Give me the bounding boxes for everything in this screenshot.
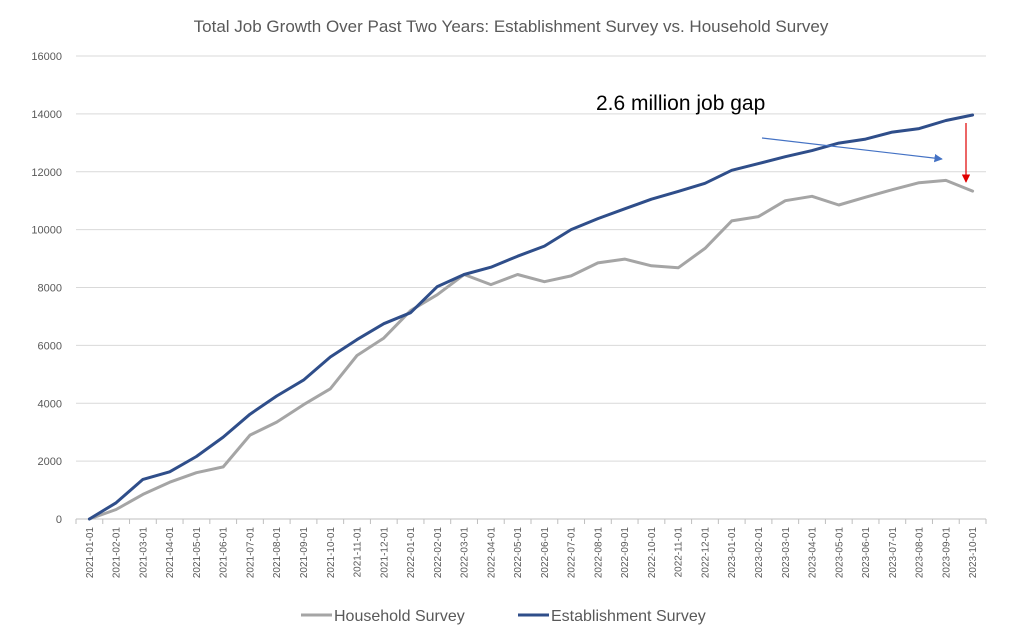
- x-tick-label: 2021-01-01: [85, 527, 96, 579]
- y-tick-label: 8000: [38, 283, 62, 295]
- x-tick-label: 2021-12-01: [379, 527, 390, 579]
- x-tick-label: 2022-09-01: [620, 527, 631, 579]
- x-tick-label: 2023-07-01: [888, 527, 899, 579]
- y-tick-label: 2000: [38, 456, 62, 468]
- x-tick-label: 2021-09-01: [299, 527, 310, 579]
- legend: Household Survey Establishment Survey: [301, 608, 706, 625]
- x-tick-label: 2023-05-01: [834, 527, 845, 579]
- x-tick-label: 2021-04-01: [165, 527, 176, 579]
- series-lines: [87, 113, 975, 521]
- y-tick-label: 12000: [31, 167, 62, 179]
- gridlines: [76, 55, 986, 520]
- household-survey-legend-label: Household Survey: [334, 608, 465, 625]
- job-gap-annotation: 2.6 million job gap: [596, 92, 765, 115]
- x-tick-label: 2023-08-01: [915, 527, 926, 579]
- y-tick-label: 0: [56, 514, 62, 526]
- x-tick-label: 2023-09-01: [941, 527, 952, 579]
- annotations: 2.6 million job gap: [596, 92, 971, 183]
- annotation-arrow-blue: [761, 137, 943, 163]
- establishment-survey-legend-label: Establishment Survey: [551, 608, 706, 625]
- x-tick-label: 2022-06-01: [540, 527, 551, 579]
- establishment-survey-line: [87, 113, 975, 521]
- x-tick-label: 2022-04-01: [486, 527, 497, 579]
- y-tick-label: 16000: [31, 51, 62, 63]
- x-tick-label: 2021-05-01: [192, 527, 203, 579]
- x-tick-label: 2022-05-01: [513, 527, 524, 579]
- chart-title: Total Job Growth Over Past Two Years: Es…: [194, 17, 829, 36]
- x-tick-label: 2021-03-01: [138, 527, 149, 579]
- household-survey-line: [87, 178, 975, 521]
- x-tick-label: 2023-06-01: [861, 527, 872, 579]
- y-tick-label: 14000: [31, 109, 62, 121]
- y-tick-label: 6000: [38, 340, 62, 352]
- x-tick-label: 2022-01-01: [406, 527, 417, 579]
- x-tick-label: 2023-01-01: [727, 527, 738, 579]
- x-tick-label: 2022-12-01: [700, 527, 711, 579]
- y-axis-ticks: 0 2000 4000 6000 8000 10000 12000 14000 16000: [31, 51, 62, 526]
- x-tick-label: 2021-08-01: [272, 527, 283, 579]
- x-tick-label: 2021-02-01: [112, 527, 123, 579]
- x-tick-label: 2022-03-01: [460, 527, 471, 579]
- x-tick-label: 2023-03-01: [781, 527, 792, 579]
- x-tick-label: 2021-11-01: [353, 527, 364, 578]
- x-tick-label: 2023-04-01: [808, 527, 819, 579]
- x-tick-label: 2021-06-01: [219, 527, 230, 579]
- x-tick-label: 2022-02-01: [433, 527, 444, 579]
- x-tick-label: 2022-11-01: [674, 527, 685, 578]
- x-tick-label: 2022-10-01: [647, 527, 658, 579]
- x-tick-label: 2022-08-01: [593, 527, 604, 579]
- x-tick-label: 2021-10-01: [326, 527, 337, 579]
- x-tick-label: 2021-07-01: [245, 527, 256, 579]
- y-tick-label: 4000: [38, 398, 62, 410]
- x-axis-ticks: 2021-01-01 2021-02-01 2021-03-01 2021-04-01…: [75, 519, 987, 579]
- x-tick-label: 2023-10-01: [968, 527, 979, 579]
- y-tick-label: 10000: [31, 225, 62, 237]
- x-tick-label: 2023-02-01: [754, 527, 765, 579]
- x-tick-label: 2022-07-01: [567, 527, 578, 579]
